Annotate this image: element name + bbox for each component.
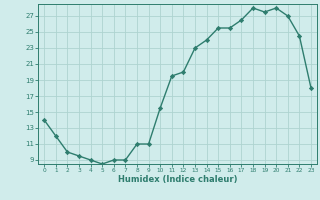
X-axis label: Humidex (Indice chaleur): Humidex (Indice chaleur) [118, 175, 237, 184]
